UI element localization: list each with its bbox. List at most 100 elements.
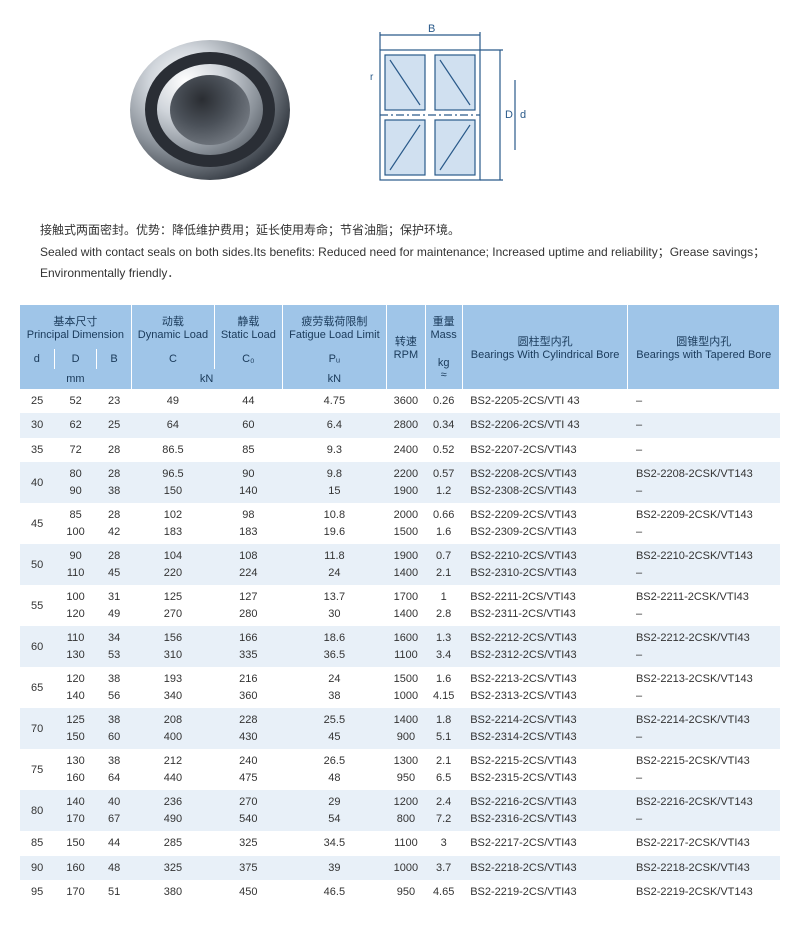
diagram-label-B: B [428,23,435,35]
table-row: 6512014038561933402163602438150010001.64… [20,667,780,708]
cell-cyl: BS2-2211-2CS/VTI43BS2-2311-2CS/VTI43 [462,585,628,626]
cell-cyl: BS2-2208-2CS/VTI43BS2-2308-2CS/VTI43 [462,462,628,503]
bearing-photo [120,35,300,185]
cell-C: 236490 [131,790,214,831]
cell-B: 44 [97,831,131,856]
cell-d: 70 [20,708,54,749]
cell-C0: 166335 [215,626,282,667]
cell-Pu: 9.3 [282,438,387,463]
cell-C0: 240475 [215,749,282,790]
table-row: 55100120314912527012728013.7301700140012… [20,585,780,626]
description-en: Sealed with contact seals on both sides.… [40,242,780,285]
cell-Pu: 18.636.5 [282,626,387,667]
cell-D: 130160 [54,749,97,790]
cell-kg: 3 [425,831,462,856]
table-row: 5090110284510422010822411.824190014000.7… [20,544,780,585]
diagram-label-d: d [520,109,526,121]
cell-Pu: 6.4 [282,413,387,438]
cell-C0: 85 [215,438,282,463]
cell-Pu: 2954 [282,790,387,831]
table-row: 30622564606.428000.34BS2-2206-2CS/VTI 43… [20,413,780,438]
cell-C: 104220 [131,544,214,585]
hdr-d: d [20,349,54,369]
cell-Pu: 11.824 [282,544,387,585]
cell-B: 3453 [97,626,131,667]
cell-rpm: 22001900 [387,462,425,503]
cell-rpm: 950 [387,880,425,905]
cell-rpm: 16001100 [387,626,425,667]
cell-B: 25 [97,413,131,438]
cell-kg: 1.33.4 [425,626,462,667]
cell-Pu: 9.815 [282,462,387,503]
cell-cyl: BS2-2209-2CS/VTI43BS2-2309-2CS/VTI43 [462,503,628,544]
table-row: 75130160386421244024047526.54813009502.1… [20,749,780,790]
cell-Pu: 13.730 [282,585,387,626]
cell-C0: 216360 [215,667,282,708]
cell-kg: 0.52 [425,438,462,463]
hdr-cyl: 圆柱型内孔Bearings With Cylindrical Bore [462,305,628,389]
hdr-principal: 基本尺寸Principal Dimension [20,305,131,349]
cell-D: 150 [54,831,97,856]
cell-rpm: 15001000 [387,667,425,708]
cell-C: 49 [131,389,214,414]
cell-C: 125270 [131,585,214,626]
cell-D: 140170 [54,790,97,831]
cell-C: 193340 [131,667,214,708]
cell-Pu: 10.819.6 [282,503,387,544]
cell-Pu: 4.75 [282,389,387,414]
table-row: 60110130345315631016633518.636.516001100… [20,626,780,667]
cell-d: 25 [20,389,54,414]
cell-D: 72 [54,438,97,463]
cell-C: 156310 [131,626,214,667]
cell-cyl: BS2-2214-2CS/VTI43BS2-2314-2CS/VTI43 [462,708,628,749]
cell-kg: 4.65 [425,880,462,905]
diagram-label-D: D [505,109,513,121]
cell-D: 100120 [54,585,97,626]
cell-tap: BS2-2212-2CSK/VTI43– [628,626,780,667]
cell-C: 285 [131,831,214,856]
table-row: 408090283896.5150901409.815220019000.571… [20,462,780,503]
cell-tap: BS2-2210-2CSK/VT143– [628,544,780,585]
cell-tap: BS2-2211-2CSK/VTI43– [628,585,780,626]
cell-D: 62 [54,413,97,438]
hdr-tap: 圆锥型内孔Bearings with Tapered Bore [628,305,780,389]
cell-cyl: BS2-2218-2CS/VTI43 [462,856,628,881]
cell-rpm: 1300950 [387,749,425,790]
cell-tap: BS2-2219-2CSK/VT143 [628,880,780,905]
cell-C0: 270540 [215,790,282,831]
cell-C: 64 [131,413,214,438]
cell-d: 55 [20,585,54,626]
cell-Pu: 34.5 [282,831,387,856]
hdr-Pu: Pᵤ [282,349,387,369]
cell-C0: 108224 [215,544,282,585]
cell-tap: BS2-2213-2CSK/VT143– [628,667,780,708]
cell-tap: BS2-2216-2CSK/VT143– [628,790,780,831]
cell-B: 51 [97,880,131,905]
hdr-mm: mm [20,369,131,389]
hdr-C: C [131,349,214,369]
cell-rpm: 1100 [387,831,425,856]
cell-C0: 90140 [215,462,282,503]
cell-rpm: 2800 [387,413,425,438]
cell-B: 28 [97,438,131,463]
cell-C0: 127280 [215,585,282,626]
cell-d: 85 [20,831,54,856]
hdr-D: D [54,349,97,369]
cell-Pu: 46.5 [282,880,387,905]
cell-rpm: 2400 [387,438,425,463]
cell-D: 52 [54,389,97,414]
cell-kg: 0.661.6 [425,503,462,544]
cell-B: 23 [97,389,131,414]
cell-d: 30 [20,413,54,438]
table-row: 70125150386020840022843025.54514009001.8… [20,708,780,749]
cell-B: 4067 [97,790,131,831]
diagram-label-r: r [370,72,374,83]
cell-D: 170 [54,880,97,905]
cell-cyl: BS2-2210-2CS/VTI43BS2-2310-2CS/VTI43 [462,544,628,585]
hdr-C0: C₀ [215,349,282,369]
cell-cyl: BS2-2205-2CS/VTI 43 [462,389,628,414]
table-row: 951705138045046.59504.65BS2-2219-2CS/VTI… [20,880,780,905]
cell-d: 75 [20,749,54,790]
cell-tap: BS2-2215-2CSK/VTI43– [628,749,780,790]
cell-cyl: BS2-2215-2CS/VTI43BS2-2315-2CS/VTI43 [462,749,628,790]
